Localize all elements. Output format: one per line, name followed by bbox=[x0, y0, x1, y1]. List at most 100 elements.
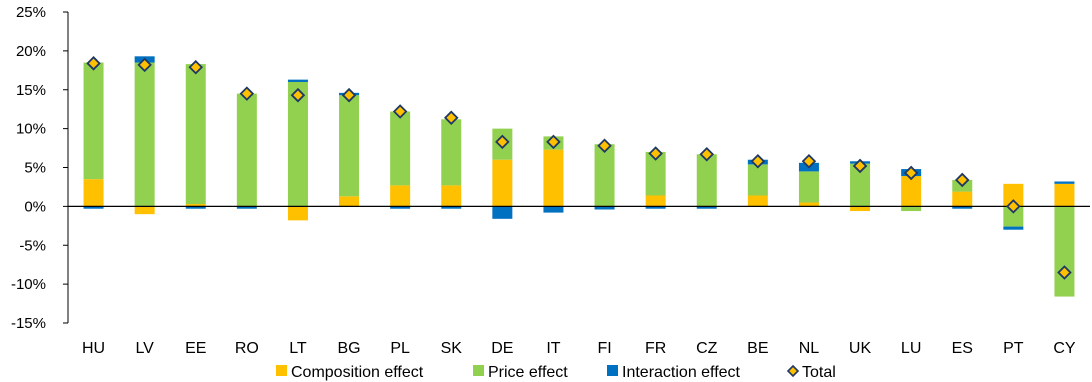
bar-series bbox=[83, 56, 1075, 297]
total-marker-nl bbox=[801, 154, 817, 169]
bar-composition-lt bbox=[287, 206, 308, 221]
bar-composition-lu bbox=[901, 176, 922, 207]
legend-label-total: Total bbox=[802, 364, 836, 381]
total-marker-lv bbox=[137, 57, 152, 73]
y-tick-label: 20% bbox=[16, 43, 46, 60]
bar-price-pt bbox=[1003, 206, 1024, 227]
legend-swatch-composition bbox=[276, 365, 287, 376]
bar-composition-pl bbox=[390, 185, 411, 207]
y-tick-label: -15% bbox=[11, 315, 46, 332]
bar-composition-lv bbox=[134, 206, 155, 215]
total-marker-es bbox=[954, 172, 970, 188]
bar-price-uk bbox=[850, 163, 871, 207]
bar-interaction-sk bbox=[441, 206, 462, 209]
bar-interaction-cz bbox=[696, 206, 717, 209]
bar-interaction-es bbox=[952, 206, 973, 209]
bar-composition-sk bbox=[441, 185, 462, 207]
total-marker-hu bbox=[86, 56, 101, 71]
y-tick-label: 5% bbox=[24, 160, 46, 177]
bar-price-be bbox=[747, 164, 768, 196]
bar-composition-hu bbox=[83, 179, 104, 207]
y-tick-label: -5% bbox=[19, 237, 46, 254]
bar-price-cz bbox=[696, 154, 717, 207]
total-marker-lt bbox=[290, 87, 306, 103]
x-tick-label: EE bbox=[185, 340, 206, 357]
legend-label-price: Price effect bbox=[488, 364, 568, 381]
bar-price-lv bbox=[134, 62, 155, 207]
total-marker-sk bbox=[443, 110, 459, 126]
total-marker-ro bbox=[239, 86, 255, 101]
x-tick-label: IT bbox=[546, 340, 560, 357]
total-marker-de bbox=[495, 134, 510, 150]
bar-price-nl bbox=[798, 171, 819, 203]
x-tick-label: LT bbox=[289, 340, 307, 357]
bar-composition-ee bbox=[185, 204, 206, 207]
total-marker-uk bbox=[852, 158, 868, 174]
bar-composition-es bbox=[952, 191, 973, 207]
bar-price-cy bbox=[1054, 206, 1075, 297]
bar-interaction-ee bbox=[185, 206, 206, 209]
x-tick-label: CZ bbox=[696, 340, 718, 357]
legend-label-interaction: Interaction effect bbox=[622, 364, 741, 381]
x-tick-label: FR bbox=[645, 340, 666, 357]
legend-label-composition: Composition effect bbox=[291, 364, 424, 381]
bar-price-fr bbox=[645, 151, 666, 196]
total-marker-ee bbox=[188, 59, 204, 75]
bar-composition-de bbox=[492, 159, 513, 207]
total-marker-lu bbox=[903, 165, 919, 181]
bar-price-bg bbox=[339, 95, 360, 197]
bar-price-fi bbox=[594, 144, 615, 207]
y-axis: -15% -10% -5% 0% 5% 10% 15% 20% 25% bbox=[11, 4, 69, 332]
x-tick-label: ES bbox=[952, 340, 973, 357]
x-tick-label: HU bbox=[82, 340, 105, 357]
bar-price-pl bbox=[390, 111, 411, 186]
bar-composition-bg bbox=[339, 196, 360, 207]
bar-interaction-pl bbox=[390, 206, 411, 209]
y-tick-label: 10% bbox=[16, 121, 46, 138]
legend-swatch-total bbox=[786, 364, 800, 378]
bar-interaction-it bbox=[543, 206, 564, 213]
bar-price-lt bbox=[287, 81, 308, 207]
bar-interaction-fi bbox=[594, 206, 615, 210]
bar-interaction-lt bbox=[287, 79, 308, 82]
bar-composition-it bbox=[543, 149, 564, 207]
total-marker-it bbox=[546, 134, 561, 150]
total-marker-fr bbox=[648, 146, 663, 161]
y-tick-label: 0% bbox=[24, 198, 46, 215]
bar-composition-pt bbox=[1003, 183, 1024, 207]
bar-price-lu bbox=[901, 206, 922, 212]
total-marker-pl bbox=[392, 104, 408, 119]
bar-interaction-fr bbox=[645, 206, 666, 209]
bar-interaction-hu bbox=[83, 206, 104, 209]
bar-price-ro bbox=[236, 93, 257, 207]
total-marker-cz bbox=[699, 147, 715, 162]
x-tick-label: DE bbox=[491, 340, 513, 357]
x-tick-label: RO bbox=[235, 340, 259, 357]
x-tick-label: CY bbox=[1053, 340, 1076, 357]
x-tick-label: LV bbox=[135, 340, 154, 357]
bar-interaction-pt bbox=[1003, 226, 1024, 230]
y-tick-label: 15% bbox=[16, 82, 46, 99]
bar-interaction-ro bbox=[236, 206, 257, 209]
x-tick-label: FI bbox=[597, 340, 611, 357]
bar-composition-be bbox=[747, 195, 768, 207]
bar-composition-fr bbox=[645, 195, 666, 207]
bar-price-ee bbox=[185, 64, 206, 205]
legend: Composition effect Price effect Interactio… bbox=[276, 364, 836, 381]
bar-interaction-cy bbox=[1054, 181, 1075, 184]
x-tick-label: LU bbox=[901, 340, 921, 357]
x-tick-label: PT bbox=[1003, 340, 1024, 357]
bar-price-sk bbox=[441, 119, 462, 186]
x-tick-label: PL bbox=[390, 340, 410, 357]
y-tick-label: -10% bbox=[11, 276, 46, 293]
total-marker-pt bbox=[1006, 199, 1021, 214]
legend-swatch-price bbox=[473, 365, 484, 376]
x-tick-label: BG bbox=[337, 340, 360, 357]
x-tick-label: NL bbox=[799, 340, 820, 357]
x-tick-label: BE bbox=[747, 340, 768, 357]
x-tick-label: UK bbox=[849, 340, 872, 357]
bar-composition-cy bbox=[1054, 183, 1075, 207]
total-marker-cy bbox=[1057, 265, 1072, 280]
